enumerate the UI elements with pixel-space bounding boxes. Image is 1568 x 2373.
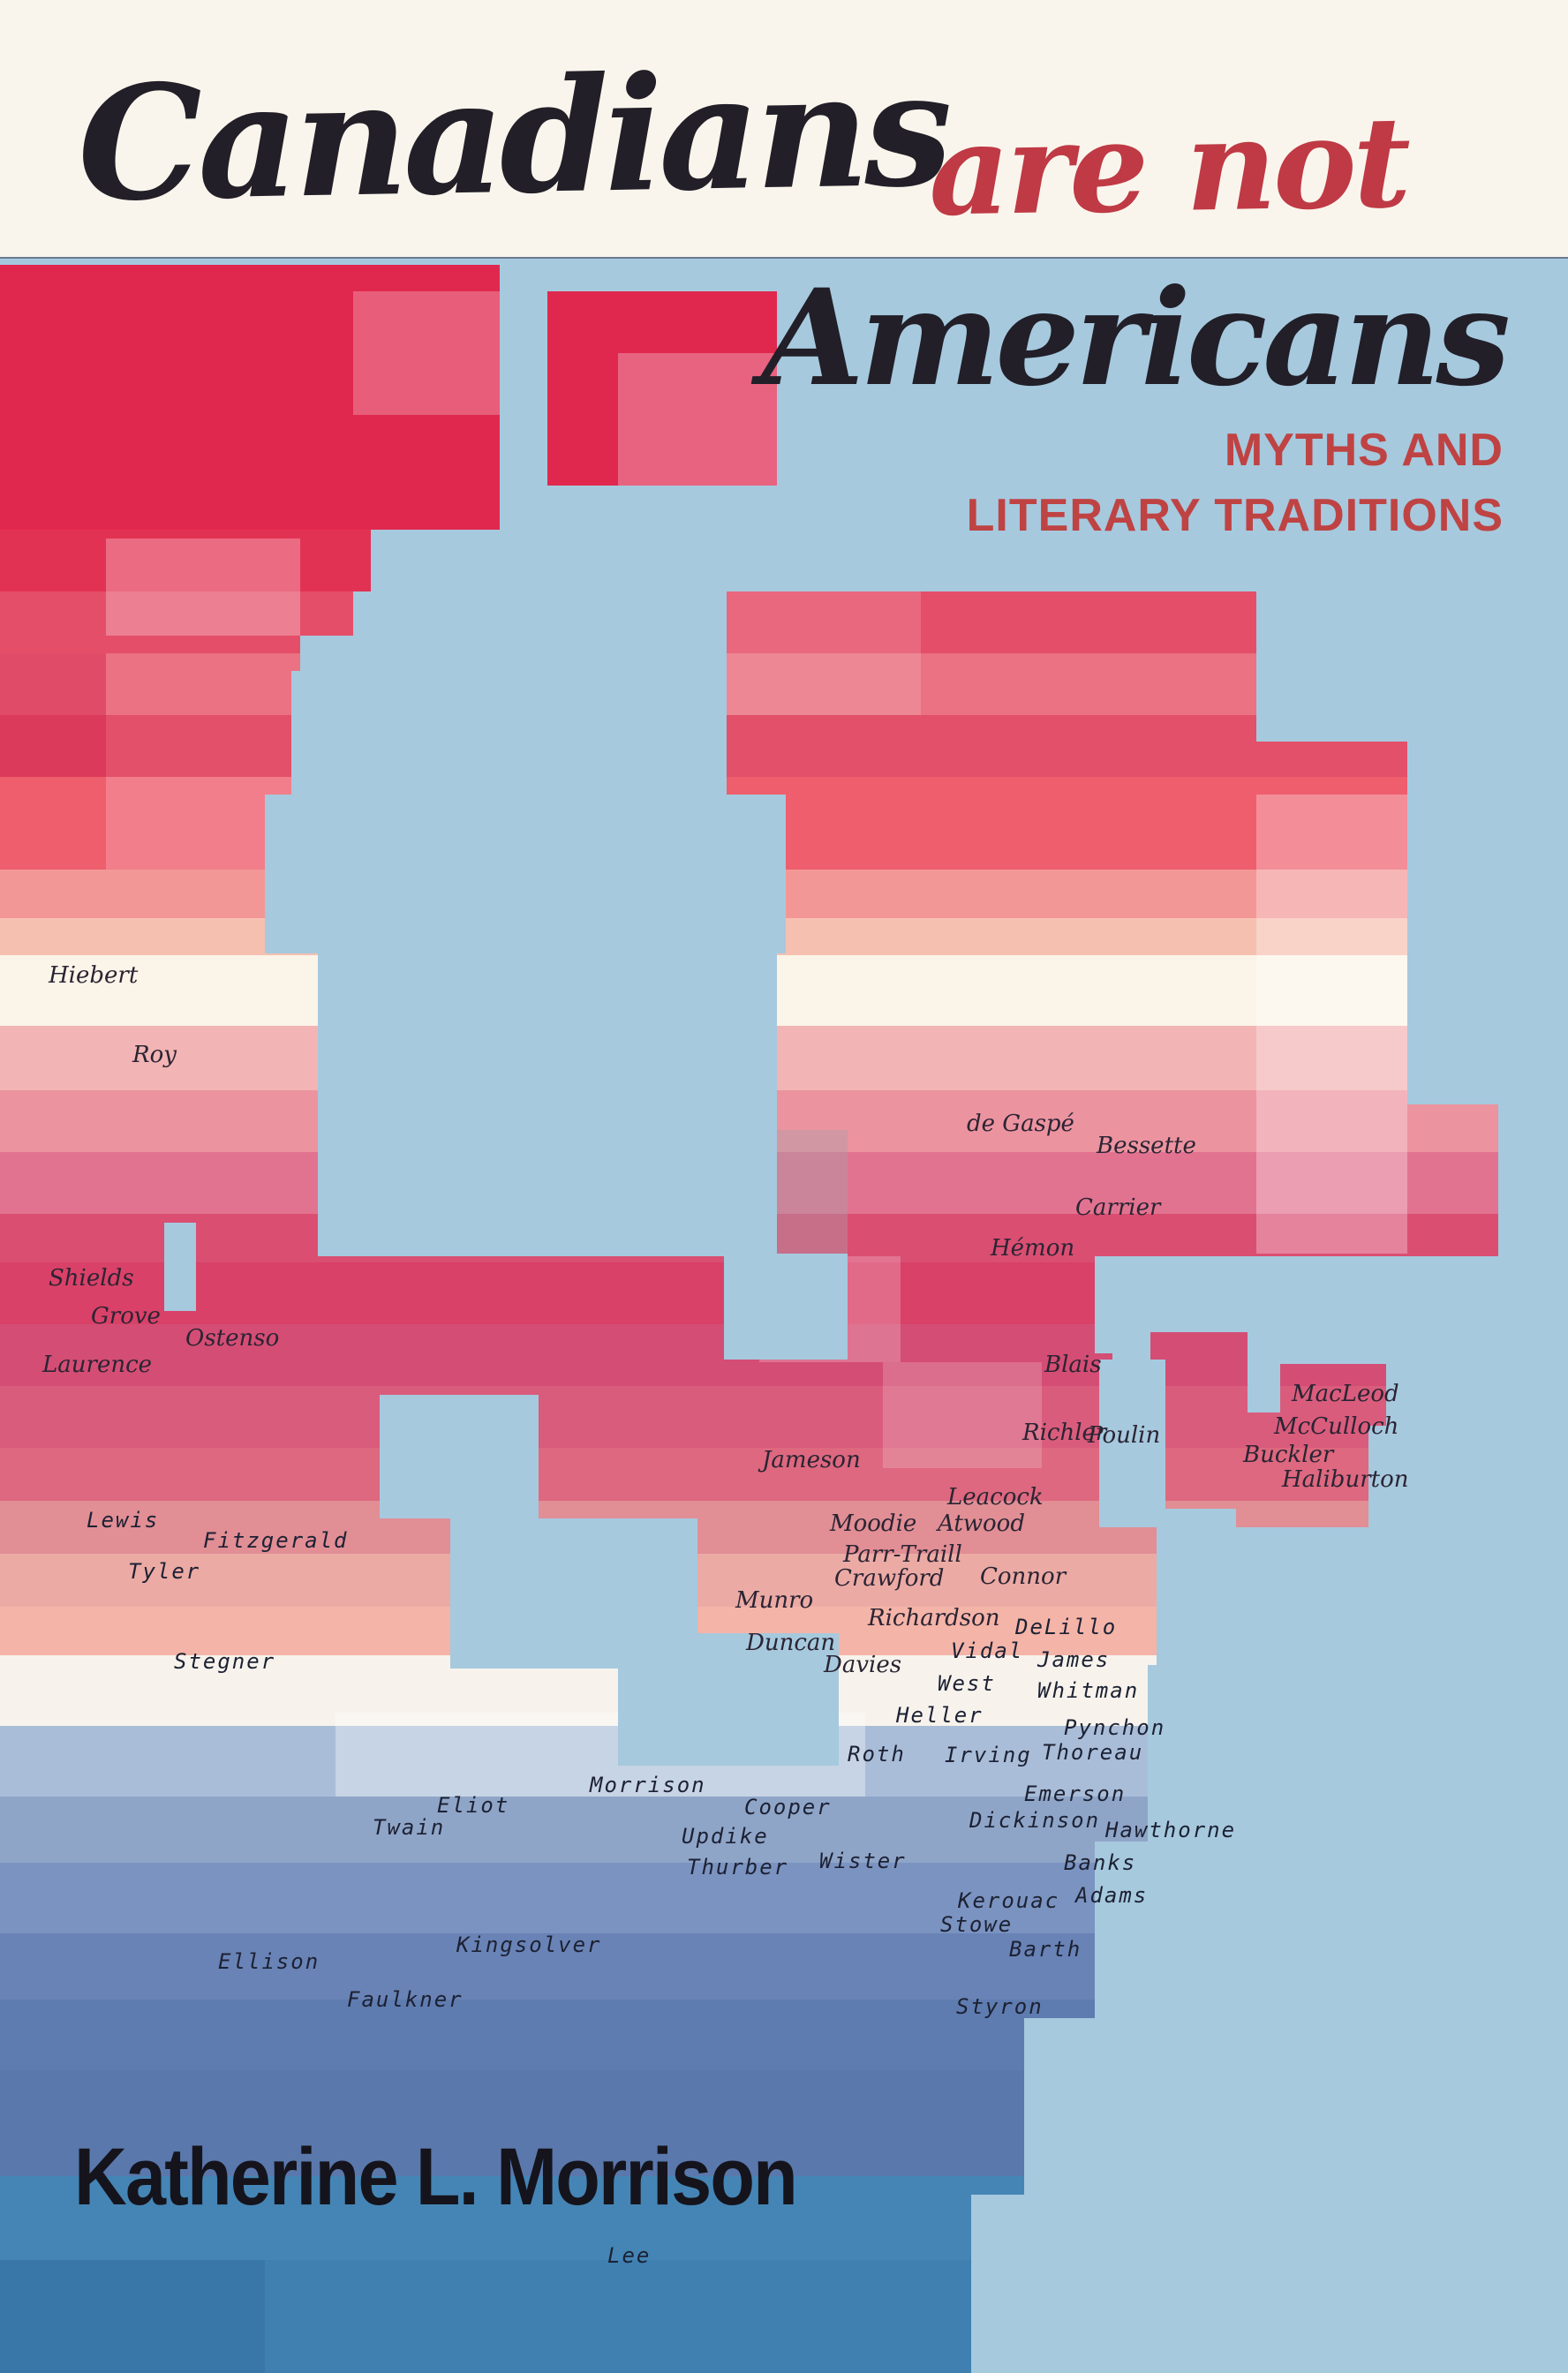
author-label-vidal: Vidal: [951, 1638, 1024, 1663]
author-label-parr-traill: Parr-Traill: [843, 1541, 962, 1568]
author-label-hiebert: Hiebert: [49, 962, 139, 989]
author-label-faulkner: Faulkner: [347, 1987, 464, 2012]
author-label-whitman: Whitman: [1037, 1678, 1140, 1703]
author-label-dickinson: Dickinson: [969, 1808, 1101, 1833]
author-label-wister: Wister: [819, 1849, 907, 1873]
author-label-updike: Updike: [682, 1824, 769, 1849]
author-label-pynchon: Pynchon: [1064, 1715, 1166, 1740]
author-label-eliot: Eliot: [437, 1793, 510, 1818]
author-label-laurence: Laurence: [42, 1352, 153, 1378]
title-word-americans: Americans: [761, 260, 1511, 416]
author-label-cooper: Cooper: [744, 1795, 832, 1819]
author-label-twain: Twain: [373, 1815, 446, 1840]
author-label-fitzgerald: Fitzgerald: [203, 1528, 349, 1553]
author-label-roy: Roy: [132, 1042, 177, 1068]
author-label-atwood: Atwood: [938, 1510, 1025, 1537]
author-label-barth: Barth: [1009, 1937, 1082, 1962]
author-label-mcculloch: McCulloch: [1274, 1413, 1399, 1440]
author-label-shields: Shields: [49, 1265, 134, 1292]
author-label-styron: Styron: [956, 1994, 1044, 2019]
author-label-buckler: Buckler: [1243, 1442, 1334, 1468]
author-label-richardson: Richardson: [868, 1605, 1000, 1631]
author-label-crawford: Crawford: [834, 1565, 945, 1592]
author-label-bessette: Bessette: [1097, 1133, 1196, 1159]
author-label-thurber: Thurber: [687, 1855, 789, 1880]
author-label-connor: Connor: [980, 1563, 1067, 1590]
author-label-stegner: Stegner: [174, 1649, 276, 1674]
author-label-de-gasp-: de Gaspé: [967, 1111, 1074, 1137]
author-label-poulin: Poulin: [1088, 1422, 1161, 1449]
author-label-morrison: Morrison: [590, 1773, 706, 1797]
author-label-jameson: Jameson: [762, 1447, 861, 1473]
author-label-tyler: Tyler: [128, 1559, 201, 1584]
author-label-heller: Heller: [896, 1703, 984, 1728]
author-label-hawthorne: Hawthorne: [1105, 1818, 1237, 1842]
author-label-kerouac: Kerouac: [958, 1888, 1060, 1913]
title-word-are-not: are not: [927, 89, 1409, 245]
top-cream-band: [0, 0, 1568, 257]
author-label-macleod: MacLeod: [1292, 1381, 1399, 1407]
author-label-haliburton: Haliburton: [1282, 1466, 1409, 1493]
cover-author-name: Katherine L. Morrison: [74, 2132, 798, 2222]
author-label-munro: Munro: [735, 1587, 814, 1614]
subtitle-line-2: LITERARY TRADITIONS: [966, 489, 1504, 541]
author-label-duncan: Duncan: [746, 1630, 836, 1656]
author-label-stowe: Stowe: [940, 1912, 1014, 1937]
author-label-h-mon: Hémon: [991, 1235, 1075, 1262]
author-label-ellison: Ellison: [218, 1949, 320, 1974]
author-label-james: James: [1037, 1647, 1111, 1672]
author-label-irving: Irving: [945, 1743, 1032, 1767]
subtitle-line-1: MYTHS AND: [1224, 425, 1504, 476]
subtitle: MYTHS AND LITERARY TRADITIONS: [0, 418, 1504, 549]
author-label-thoreau: Thoreau: [1042, 1740, 1144, 1765]
author-label-ostenso: Ostenso: [185, 1325, 280, 1352]
author-label-banks: Banks: [1064, 1850, 1137, 1875]
title-word-canadians: Canadians: [76, 36, 949, 237]
author-label-emerson: Emerson: [1024, 1782, 1127, 1806]
author-label-davies: Davies: [824, 1652, 902, 1678]
author-label-grove: Grove: [91, 1303, 161, 1330]
author-label-richler: Richler: [1022, 1420, 1107, 1446]
author-label-west: West: [938, 1671, 996, 1696]
author-label-kingsolver: Kingsolver: [456, 1932, 602, 1957]
author-label-blais: Blais: [1044, 1352, 1102, 1378]
author-label-delillo: DeLillo: [1015, 1615, 1118, 1639]
author-label-roth: Roth: [848, 1742, 906, 1767]
author-label-leacock: Leacock: [947, 1484, 1044, 1510]
author-label-moodie: Moodie: [830, 1510, 917, 1537]
author-label-lee: Lee: [607, 2243, 652, 2268]
band-divider-line: [0, 257, 1568, 259]
author-label-lewis: Lewis: [87, 1508, 160, 1533]
author-label-adams: Adams: [1075, 1883, 1149, 1908]
author-label-carrier: Carrier: [1075, 1194, 1161, 1221]
